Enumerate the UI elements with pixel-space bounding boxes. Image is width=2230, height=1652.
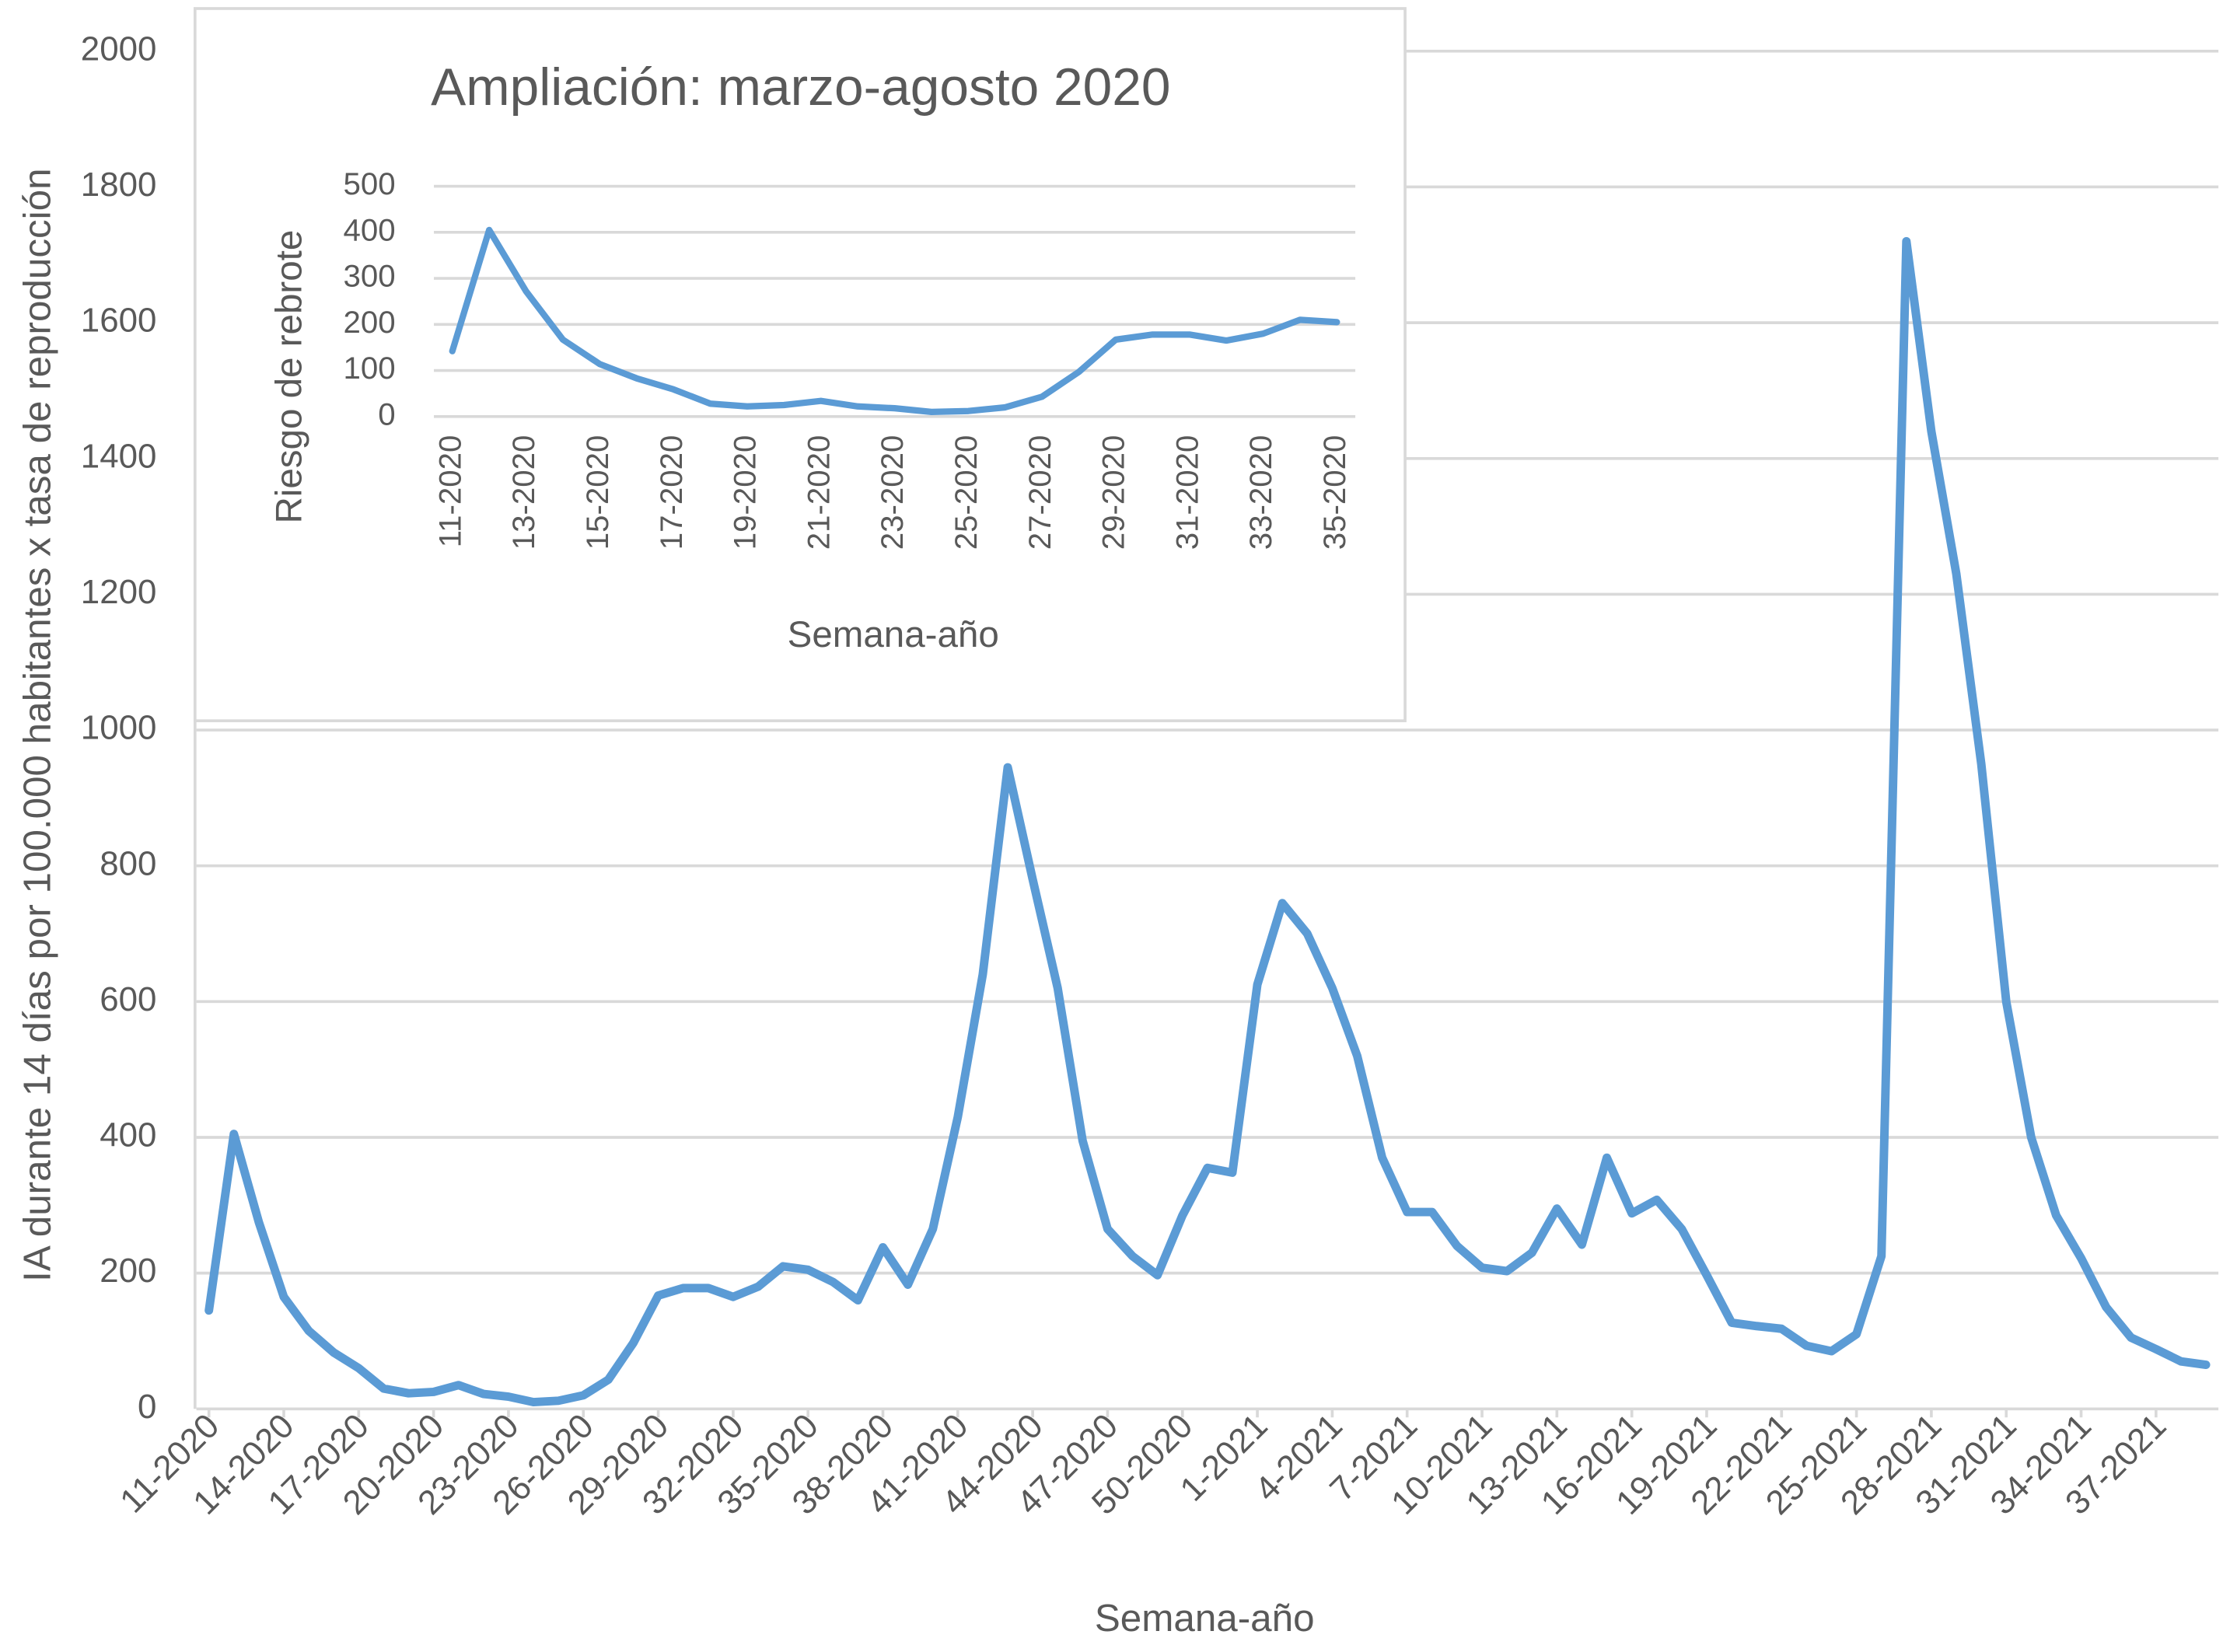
data-line bbox=[204, 236, 2211, 1407]
y-tick-label: 800 bbox=[100, 844, 156, 882]
x-tick-label: 17-2020 bbox=[654, 435, 689, 550]
x-axis-label: Semana-año bbox=[1095, 1597, 1315, 1640]
x-tick-label: 13-2020 bbox=[506, 435, 541, 550]
y-tick-label: 600 bbox=[100, 980, 156, 1018]
x-tick-label: 21-2020 bbox=[801, 435, 836, 550]
x-tick-label: 19-2020 bbox=[728, 435, 763, 550]
y-tick-label: 100 bbox=[344, 351, 396, 386]
data-line bbox=[449, 226, 1340, 416]
y-tick-label: 0 bbox=[378, 396, 395, 431]
y-tick-label: 1800 bbox=[81, 166, 157, 204]
inset-x-axis-label: Semana-año bbox=[788, 614, 999, 655]
y-tick-label: 300 bbox=[344, 259, 396, 294]
y-tick-label: 400 bbox=[100, 1116, 156, 1154]
x-tick-label: 31-2020 bbox=[1169, 435, 1204, 550]
x-tick-label: 11-2020 bbox=[432, 435, 467, 548]
x-tick-label: 15-2020 bbox=[580, 435, 615, 550]
x-tick-label: 33-2020 bbox=[1243, 435, 1278, 550]
inset-plot: 0 100 200 300 400 500 11-2020 13-2020 15-2020 17-… bbox=[344, 166, 1356, 550]
y-tick-label: 1400 bbox=[81, 437, 157, 475]
inset-title: Ampliación: marzo-agosto 2020 bbox=[431, 58, 1170, 117]
y-tick-label: 2000 bbox=[81, 30, 157, 68]
inset-frame bbox=[193, 7, 1407, 723]
y-tick-label: 500 bbox=[344, 166, 396, 201]
x-tick-label: 25-2020 bbox=[949, 435, 984, 550]
y-tick-label: 200 bbox=[344, 305, 396, 340]
y-tick-label: 200 bbox=[100, 1252, 156, 1290]
y-axis-label: IA durante 14 días por 100.000 habitante… bbox=[16, 168, 59, 1281]
x-tick-label: 35-2020 bbox=[1317, 435, 1352, 550]
inset-y-axis-label: Riesgo de rebrote bbox=[269, 230, 310, 524]
y-tick-label: 400 bbox=[344, 212, 396, 247]
y-tick-label: 1600 bbox=[81, 302, 157, 340]
y-tick-label: 1200 bbox=[81, 573, 157, 611]
x-tick-label: 27-2020 bbox=[1022, 435, 1057, 550]
y-tick-label: 1000 bbox=[81, 709, 157, 747]
x-tick-label: 23-2020 bbox=[875, 435, 910, 550]
x-tick-label: 29-2020 bbox=[1096, 435, 1131, 550]
y-tick-label: 0 bbox=[138, 1388, 156, 1426]
